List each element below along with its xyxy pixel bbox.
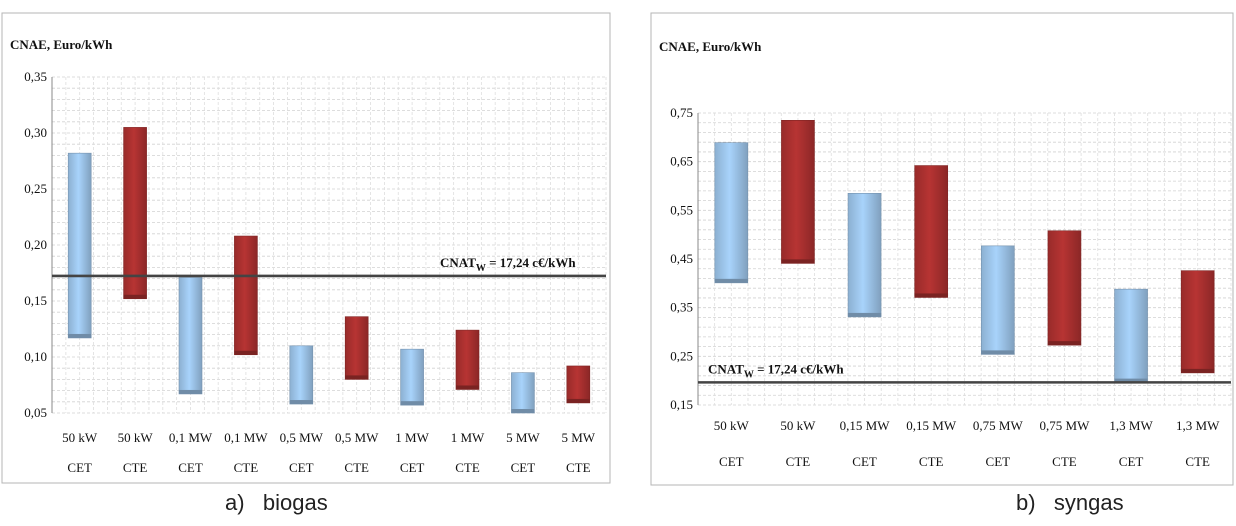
- x-subcategory-label: CTE: [919, 454, 944, 469]
- y-tick-label: 0,15: [24, 293, 47, 308]
- range-bar-base: [1114, 378, 1148, 383]
- range-bar-base: [234, 350, 258, 355]
- y-axis-title: CNAE, Euro/kWh: [10, 37, 113, 52]
- y-tick-label: 0,45: [670, 251, 693, 266]
- x-tick-label: 0,1 MW: [224, 430, 268, 445]
- reference-line-label: CNATW = 17,24 c€/kWh: [440, 255, 576, 274]
- range-bar-6: [1047, 230, 1082, 346]
- x-subcategory-label: CET: [400, 460, 425, 475]
- range-bar-1: [67, 152, 92, 339]
- range-bar-9: [511, 372, 535, 414]
- x-tick-label: 0,75 MW: [1040, 418, 1091, 433]
- y-tick-label: 0,55: [670, 202, 693, 217]
- range-bar-5: [981, 245, 1015, 355]
- chart-panel-biogas: 0,05 0,10 0,15 0,20 0,25 0,30 0,35 CNAE, Euro/k…: [1, 12, 611, 515]
- range-bar-base: [981, 350, 1015, 355]
- x-subcategory-label: CET: [511, 460, 536, 475]
- caption-syngas: b) syngas: [1016, 490, 1124, 515]
- range-bar-base: [848, 312, 882, 317]
- x-subcategory-label: CTE: [1185, 454, 1210, 469]
- x-tick-label: 1 MW: [451, 430, 485, 445]
- y-tick-label: 0,05: [24, 405, 47, 420]
- x-tick-label: 0,5 MW: [335, 430, 379, 445]
- range-bar-base: [345, 375, 369, 380]
- x-tick-label: 0,15 MW: [906, 418, 957, 433]
- caption-biogas: a) biogas: [225, 490, 328, 515]
- range-bar-base: [179, 389, 202, 394]
- range-bar-3: [178, 277, 203, 395]
- range-bar-5: [289, 345, 314, 405]
- range-bar-6: [344, 316, 369, 380]
- x-tick-label: 0,75 MW: [973, 418, 1024, 433]
- range-bar-8: [455, 329, 480, 390]
- y-tick-label: 0,75: [670, 105, 693, 120]
- range-bar-base: [400, 401, 424, 406]
- y-axis-title: CNAE, Euro/kWh: [659, 39, 762, 54]
- range-bar-base: [914, 293, 948, 298]
- range-bar-base: [456, 385, 479, 390]
- x-subcategory-label: CET: [986, 454, 1011, 469]
- range-bar-10: [566, 365, 591, 404]
- range-bar-base: [781, 259, 815, 264]
- x-tick-label: 50 kW: [714, 418, 750, 433]
- x-subcategory-label: CTE: [234, 460, 259, 475]
- range-bar-base: [1047, 341, 1081, 346]
- x-tick-label: 50 kW: [62, 430, 98, 445]
- y-tick-label: 0,10: [24, 349, 47, 364]
- x-subcategory-label: CET: [67, 460, 92, 475]
- range-bar-2: [123, 127, 147, 300]
- x-tick-label: 50 kW: [118, 430, 154, 445]
- x-subcategory-label: CTE: [786, 454, 811, 469]
- x-subcategory-label: CET: [178, 460, 203, 475]
- range-bar-7: [400, 348, 424, 406]
- y-tick-label: 0,25: [24, 181, 47, 196]
- y-tick-label: 0,35: [24, 69, 47, 84]
- range-bar-8: [1180, 270, 1215, 374]
- x-subcategory-label: CET: [289, 460, 314, 475]
- reference-line-label: CNATW = 17,24 c€/kWh: [708, 361, 844, 380]
- y-tick-label: 0,65: [670, 154, 693, 169]
- y-tick-label: 0,20: [24, 237, 47, 252]
- x-subcategory-label: CTE: [123, 460, 148, 475]
- x-tick-label: 1,3 MW: [1109, 418, 1153, 433]
- range-bar-base: [68, 333, 92, 338]
- range-bar-base: [289, 400, 313, 405]
- x-tick-label: 5 MW: [506, 430, 540, 445]
- x-tick-label: 50 kW: [780, 418, 816, 433]
- x-tick-label: 0,1 MW: [169, 430, 213, 445]
- range-bar-base: [1181, 368, 1215, 373]
- range-bar-3: [847, 193, 882, 318]
- x-subcategory-label: CTE: [566, 460, 591, 475]
- chart-panel-syngas: 0,15 0,25 0,35 0,45 0,55 0,65 0,75 CNAE, Euro/k…: [618, 0, 1236, 526]
- y-tick-label: 0,15: [670, 397, 693, 412]
- x-subcategory-label: CET: [1119, 454, 1144, 469]
- x-subcategory-label: CTE: [1052, 454, 1077, 469]
- x-subcategory-label: CET: [719, 454, 744, 469]
- range-bar-base: [123, 294, 147, 299]
- y-tick-label: 0,25: [670, 348, 693, 363]
- range-bar-4: [234, 235, 258, 356]
- range-bar-4: [914, 165, 948, 298]
- x-tick-label: 0,5 MW: [280, 430, 324, 445]
- x-subcategory-label: CET: [852, 454, 877, 469]
- x-subcategory-label: CTE: [455, 460, 480, 475]
- range-bar-base: [714, 278, 748, 283]
- y-tick-label: 0,30: [24, 125, 47, 140]
- chart-biogas: 0,05 0,10 0,15 0,20 0,25 0,30 0,35 CNAE, Euro/k…: [1, 12, 611, 484]
- range-bar-1: [714, 142, 749, 284]
- y-tick-label: 0,35: [670, 300, 693, 315]
- x-tick-label: 1 MW: [395, 430, 429, 445]
- range-bar-7: [1114, 288, 1148, 383]
- range-bar-2: [781, 120, 815, 264]
- x-tick-label: 5 MW: [562, 430, 596, 445]
- x-tick-label: 0,15 MW: [840, 418, 891, 433]
- chart-syngas: 0,15 0,25 0,35 0,45 0,55 0,65 0,75 CNAE, Euro/k…: [650, 12, 1234, 486]
- range-bar-base: [511, 409, 535, 413]
- x-tick-label: 1,3 MW: [1176, 418, 1220, 433]
- range-bar-base: [566, 398, 590, 403]
- x-subcategory-label: CTE: [344, 460, 369, 475]
